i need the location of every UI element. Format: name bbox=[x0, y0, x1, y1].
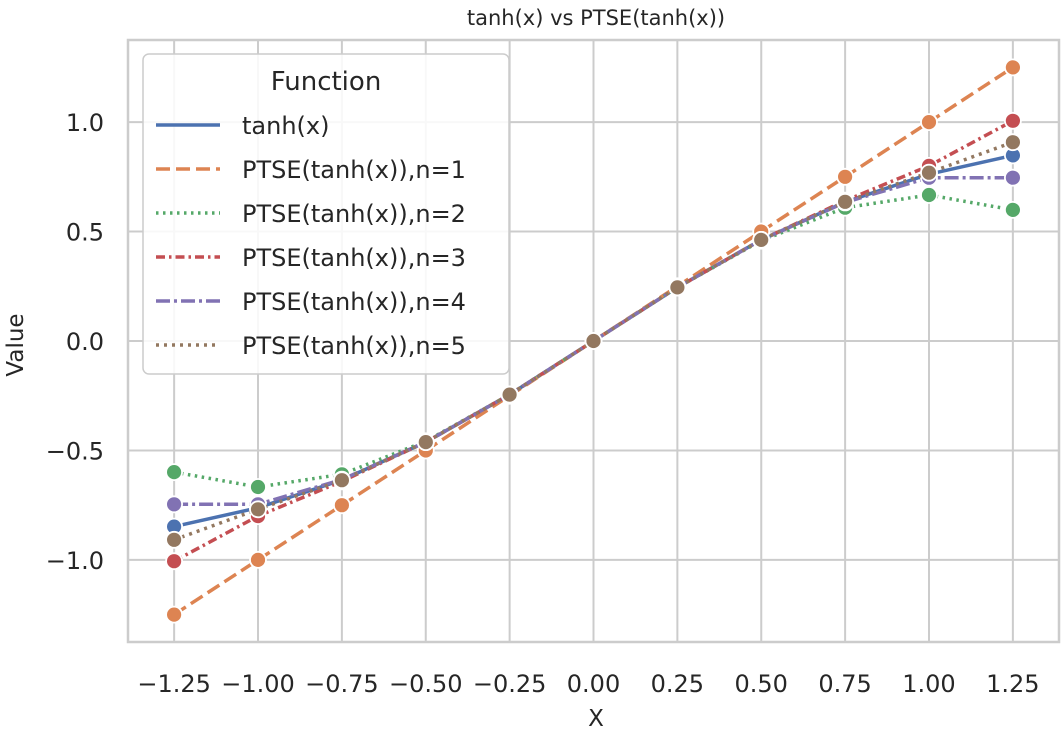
data-point bbox=[332, 496, 351, 515]
x-tick-label: −0.50 bbox=[389, 670, 463, 698]
legend-label: PTSE(tanh(x)),n=4 bbox=[242, 288, 466, 316]
y-tick-label: −1.0 bbox=[46, 547, 104, 575]
plot-frame bbox=[126, 38, 1061, 644]
data-point bbox=[500, 385, 519, 404]
data-point bbox=[165, 495, 184, 514]
data-point bbox=[752, 230, 771, 249]
data-point bbox=[836, 192, 854, 211]
data-point bbox=[249, 551, 267, 569]
data-point bbox=[668, 278, 687, 297]
data-point bbox=[165, 530, 184, 549]
data-point bbox=[249, 478, 267, 496]
data-point bbox=[165, 605, 184, 624]
y-tick-label: 0.5 bbox=[66, 219, 104, 247]
legend-label: PTSE(tanh(x)),n=5 bbox=[242, 332, 466, 360]
data-point bbox=[165, 552, 184, 571]
data-point bbox=[416, 433, 435, 452]
legend-box bbox=[142, 53, 510, 375]
x-tick-label: 0.00 bbox=[567, 670, 620, 698]
x-tick-label: 1.25 bbox=[986, 670, 1039, 698]
series-layer bbox=[165, 58, 1022, 624]
x-tick-label: 0.75 bbox=[818, 670, 871, 698]
x-tick-label: −0.75 bbox=[305, 670, 379, 698]
data-point bbox=[1004, 111, 1022, 130]
legend-label: PTSE(tanh(x)),n=3 bbox=[242, 244, 466, 272]
data-point bbox=[920, 113, 938, 131]
data-point bbox=[920, 186, 938, 204]
x-tick-label: 1.00 bbox=[902, 670, 955, 698]
data-point bbox=[920, 163, 938, 182]
data-point bbox=[249, 500, 267, 519]
x-tick-labels: −1.25 −1.00 −0.75 −0.50 −0.25 0.00 0.25 0.50 0.7… bbox=[137, 670, 1039, 698]
x-tick-label: −1.00 bbox=[221, 670, 295, 698]
data-point bbox=[1004, 133, 1022, 152]
x-tick-label: −0.25 bbox=[473, 670, 547, 698]
x-tick-label: −1.25 bbox=[137, 670, 211, 698]
data-point bbox=[836, 167, 854, 186]
y-tick-labels: −1.0 −0.5 0.0 0.5 1.0 bbox=[46, 109, 104, 575]
data-point bbox=[1004, 58, 1022, 77]
chart-title: tanh(x) vs PTSE(tanh(x)) bbox=[467, 6, 725, 30]
series-6 bbox=[165, 133, 1022, 549]
legend: Function tanh(x) PTSE(tanh(x)),n=1 PTSE(ta… bbox=[142, 53, 510, 375]
x-tick-label: 0.25 bbox=[651, 670, 704, 698]
data-point bbox=[1004, 200, 1022, 219]
data-point bbox=[332, 471, 351, 490]
x-axis-label: X bbox=[588, 706, 604, 732]
y-tick-label: 0.0 bbox=[66, 328, 104, 356]
data-point bbox=[584, 332, 603, 350]
y-axis-label: Value bbox=[3, 313, 29, 376]
y-tick-label: −0.5 bbox=[46, 437, 104, 465]
legend-title: Function bbox=[271, 67, 382, 97]
x-tick-label: 0.50 bbox=[735, 670, 788, 698]
legend-items: tanh(x) PTSE(tanh(x)),n=1 PTSE(tanh(x)),n=… bbox=[156, 112, 466, 360]
data-point bbox=[165, 463, 184, 482]
legend-label: PTSE(tanh(x)),n=2 bbox=[242, 200, 466, 228]
legend-label: tanh(x) bbox=[242, 112, 329, 140]
y-tick-label: 1.0 bbox=[66, 109, 104, 137]
legend-label: PTSE(tanh(x)),n=1 bbox=[242, 156, 466, 184]
data-point bbox=[1004, 168, 1022, 187]
